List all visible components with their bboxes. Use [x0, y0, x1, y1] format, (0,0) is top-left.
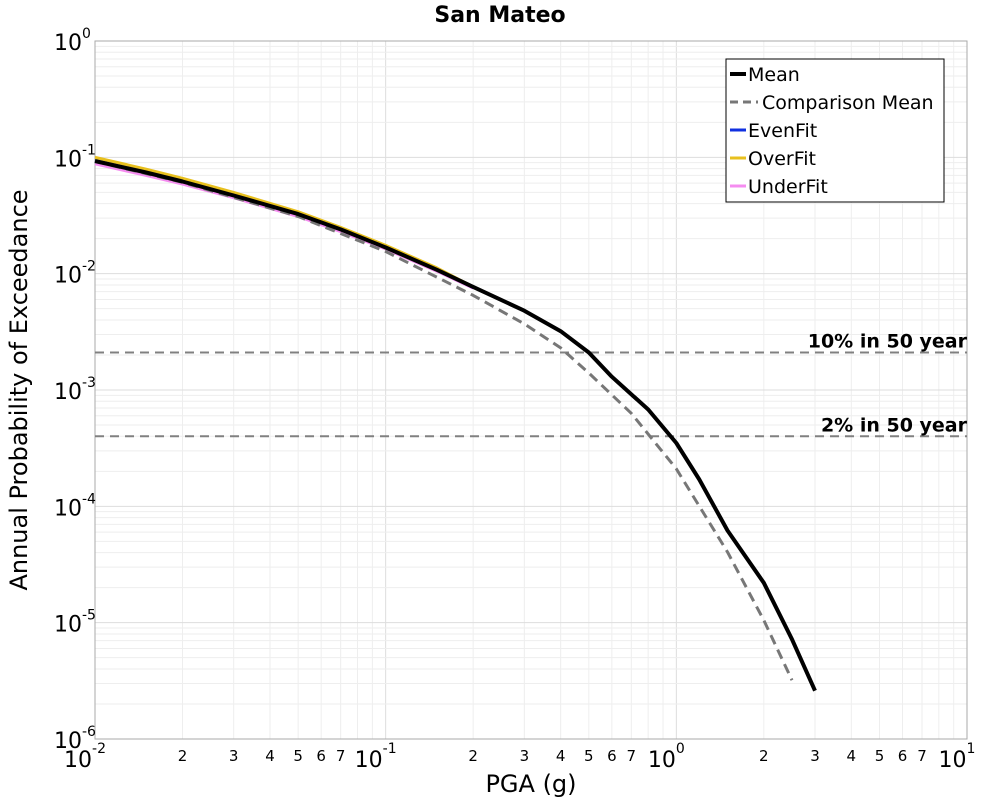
- y-tick-label: 10-2: [54, 259, 96, 289]
- x-minor-tick-label: 3: [229, 747, 239, 765]
- reference-line-label: 10% in 50 year: [808, 331, 968, 353]
- legend-item-label: OverFit: [748, 148, 816, 170]
- y-tick-label: 100: [54, 26, 91, 56]
- y-tick-label: 10-3: [54, 375, 96, 405]
- legend-box: [725, 58, 945, 203]
- y-tick-label: 10-4: [54, 491, 96, 521]
- x-minor-tick-label: 2: [759, 747, 769, 765]
- x-minor-tick-label: 6: [607, 747, 617, 765]
- y-tick-label: 10-5: [54, 608, 96, 638]
- series-lines: [94, 155, 817, 692]
- grid: [94, 41, 967, 740]
- x-minor-tick-label: 4: [556, 747, 566, 765]
- chart-title: San Mateo: [434, 3, 565, 28]
- reference-line-label: 2% in 50 year: [821, 414, 968, 436]
- legend-item-label: Comparison Mean: [762, 92, 934, 114]
- series-line-comparison-mean: [94, 160, 794, 681]
- x-minor-tick-label: 5: [584, 747, 594, 765]
- x-minor-tick-label: 4: [265, 747, 275, 765]
- x-minor-tick-label: 7: [336, 747, 346, 765]
- x-minor-tick-label: 7: [627, 747, 637, 765]
- y-axis-label: Annual Probability of Exceedance: [5, 189, 33, 590]
- legend-item-label: EvenFit: [748, 120, 817, 142]
- x-minor-tick-label: 3: [810, 747, 820, 765]
- reference-lines: 10% in 50 year 2% in 50 year: [95, 331, 968, 438]
- legend-item-label: Mean: [748, 64, 800, 86]
- x-minor-tick-label: 3: [520, 747, 530, 765]
- y-tick-label: 10-1: [54, 142, 96, 172]
- x-tick-label: 101: [939, 741, 976, 773]
- x-minor-tick-label: 2: [468, 747, 478, 765]
- plot-frame: [94, 40, 968, 740]
- x-tick-label: 100: [648, 741, 685, 773]
- x-minor-tick-label: 5: [293, 747, 303, 765]
- y-tick-label: 10-6: [54, 724, 96, 754]
- series-line-mean: [94, 159, 817, 692]
- x-minor-tick-label: 6: [316, 747, 326, 765]
- legend-item-label: UnderFit: [748, 176, 828, 198]
- x-minor-tick-label: 5: [875, 747, 885, 765]
- x-tick-label: 10-2: [64, 741, 106, 773]
- legend: Mean Comparison Mean EvenFit OverFit UnderFi…: [725, 58, 945, 203]
- x-minor-tick-label: 6: [898, 747, 908, 765]
- x-minor-tick-label: 4: [847, 747, 857, 765]
- series-line-underfit: [94, 162, 474, 290]
- x-minor-tick-label: 2: [178, 747, 188, 765]
- x-tick-label: 10-1: [355, 741, 397, 773]
- x-minor-tick-label: 7: [917, 747, 927, 765]
- x-axis-label: PGA (g): [485, 770, 576, 798]
